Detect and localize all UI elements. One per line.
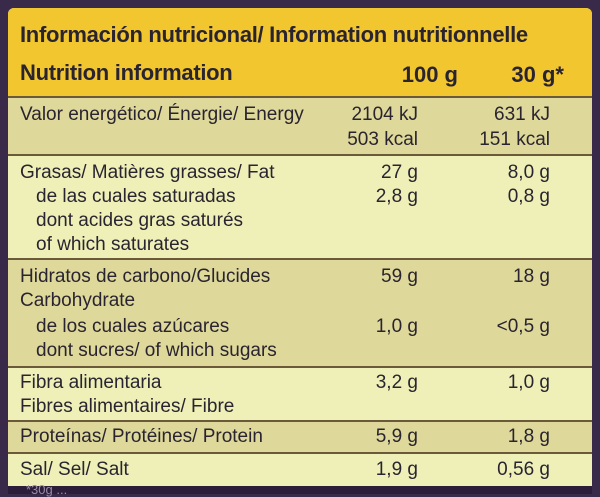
protein-label: Proteínas/ Protéines/ Protein (20, 426, 263, 447)
carbohydrate-100g: 59 g (381, 266, 418, 287)
fibre-label-es: Fibra alimentaria (20, 372, 162, 393)
salt-100g: 1,9 g (375, 459, 418, 480)
carbohydrate-label-en: Carbohydrate (20, 290, 136, 311)
energy-30g-kcal: 151 kcal (479, 129, 550, 150)
sugars-label-fr-en: dont sucres/ of which sugars (36, 340, 277, 361)
sugars-label-es: de los cuales azúcares (36, 316, 230, 337)
energy-100g-kcal: 503 kcal (347, 129, 418, 150)
saturates-label-en: of which saturates (36, 234, 190, 255)
column-header-100g: 100 g (401, 62, 458, 87)
fat-label: Grasas/ Matières grasses/ Fat (20, 162, 275, 183)
saturates-label-es: de las cuales saturadas (36, 186, 236, 207)
fat-100g: 27 g (381, 162, 418, 183)
salt-30g: 0,56 g (497, 459, 550, 480)
row-energy: Valor energético/ Énergie/ Energy 2104 k… (8, 98, 592, 156)
nutrition-label: Información nutricional/ Information nut… (8, 8, 592, 486)
fat-30g: 8,0 g (507, 162, 550, 183)
saturates-30g: 0,8 g (507, 186, 550, 207)
protein-100g: 5,9 g (375, 426, 418, 447)
energy-label: Valor energético/ Énergie/ Energy (20, 104, 304, 125)
row-fat: Grasas/ Matières grasses/ Fat de las cua… (8, 156, 592, 260)
sugars-100g: 1,0 g (375, 316, 418, 337)
fibre-label-fr-en: Fibres alimentaires/ Fibre (20, 396, 235, 417)
fibre-30g: 1,0 g (507, 372, 550, 393)
sugars-30g: <0,5 g (496, 316, 550, 337)
carbohydrate-label: Hidratos de carbono/Glucides (20, 266, 271, 287)
energy-100g-kj: 2104 kJ (351, 104, 418, 125)
saturates-label-fr: dont acides gras saturés (36, 210, 244, 231)
footnote: *30g ... (26, 482, 68, 497)
title-line-2: Nutrition information (20, 60, 233, 85)
row-carbohydrate: Hidratos de carbono/Glucides Carbohydrat… (8, 260, 592, 368)
title-line-1: Información nutricional/ Information nut… (20, 22, 528, 47)
row-protein: Proteínas/ Protéines/ Protein 5,9 g 1,8 … (8, 422, 592, 454)
column-header-30g: 30 g* (511, 62, 564, 87)
saturates-100g: 2,8 g (375, 186, 418, 207)
energy-30g-kj: 631 kJ (494, 104, 550, 125)
salt-label: Sal/ Sel/ Salt (20, 459, 129, 480)
fibre-100g: 3,2 g (375, 372, 418, 393)
carbohydrate-30g: 18 g (513, 266, 550, 287)
footer-strip (8, 486, 592, 494)
row-fibre: Fibra alimentaria Fibres alimentaires/ F… (8, 368, 592, 422)
row-salt: Sal/ Sel/ Salt 1,9 g 0,56 g (8, 454, 592, 486)
table-header: Información nutricional/ Information nut… (8, 8, 592, 98)
protein-30g: 1,8 g (507, 426, 550, 447)
